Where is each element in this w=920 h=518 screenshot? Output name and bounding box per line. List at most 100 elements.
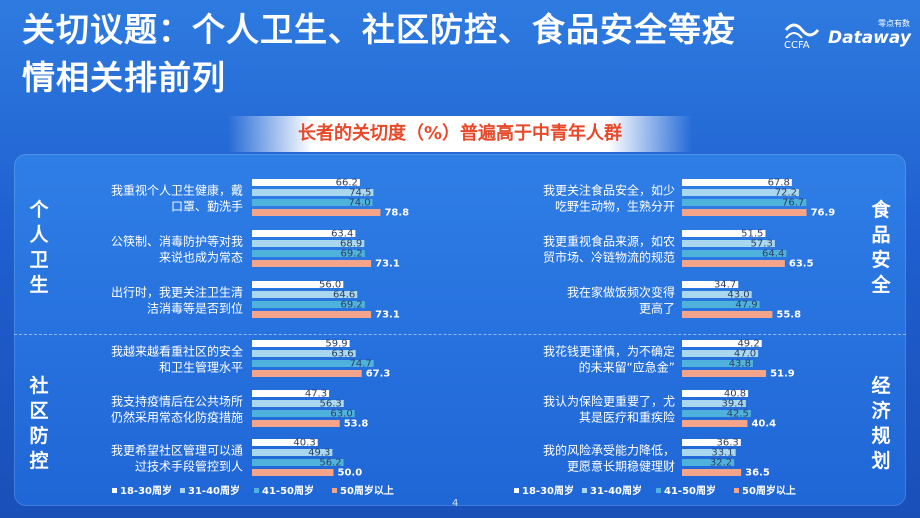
data-label: 49.3	[308, 448, 330, 459]
data-label: 76.9	[811, 208, 836, 219]
category-label: 仍然采用常态化防疫措施	[111, 410, 243, 425]
data-label: 63.0	[330, 409, 352, 420]
category-label: 我更关注食品安全，如少	[543, 183, 675, 198]
legend-label: 41-50周岁	[664, 484, 716, 497]
category-label: 我重视个人卫生健康，戴	[111, 183, 243, 198]
group-label-personal-hygiene: 个人卫生	[29, 199, 49, 296]
category-label: 和卫生管理水平	[159, 360, 243, 375]
data-label: 59.9	[325, 339, 347, 350]
headline-banner: 长者的关切度（%）普遍高于中青年人群	[228, 116, 692, 152]
data-label: 47.0	[734, 349, 756, 360]
legend-label: 50周岁以上	[742, 484, 796, 497]
data-label: 39.4	[722, 399, 744, 410]
bar-4	[252, 260, 372, 267]
logo-subtitle: 零点有数	[878, 19, 910, 28]
bar-1	[252, 340, 350, 347]
bar-4	[682, 469, 742, 476]
data-label: 68.9	[340, 239, 362, 250]
legend-swatch	[734, 488, 739, 493]
legend-swatch	[254, 488, 259, 493]
data-label: 78.8	[384, 208, 409, 219]
data-label: 49.2	[737, 339, 759, 350]
bar-2	[252, 291, 358, 298]
bar-4	[682, 260, 785, 267]
data-label: 43.0	[727, 290, 749, 301]
bar-1	[682, 439, 741, 446]
data-label: 66.2	[336, 178, 358, 189]
bar-4	[252, 420, 340, 427]
bar-2	[682, 350, 759, 357]
data-label: 57.3	[751, 239, 773, 250]
page-number: 4	[452, 498, 459, 509]
data-label: 55.8	[776, 310, 801, 321]
bar-4	[682, 311, 773, 318]
bar-1	[252, 179, 360, 186]
category-label: 我花钱更谨慎，为不确定	[543, 344, 675, 359]
data-label: 47.9	[735, 300, 757, 311]
data-label: 42.5	[727, 409, 749, 420]
data-label: 56.0	[319, 280, 341, 291]
bar-3	[682, 410, 751, 417]
bar-3	[682, 360, 753, 367]
data-label: 69.2	[341, 300, 363, 311]
category-label: 的未来留“应急金”	[579, 360, 675, 375]
bar-1	[682, 230, 766, 237]
data-label: 76.7	[782, 198, 804, 209]
logo-ccfa-text: CCFA	[784, 40, 810, 51]
bar-2	[252, 189, 374, 196]
bar-4	[682, 420, 748, 427]
bar-2	[682, 240, 775, 247]
bar-4	[252, 311, 372, 318]
category-label: 公筷制、消毒防护等对我	[111, 234, 243, 249]
bar-1	[682, 281, 739, 288]
data-label: 36.3	[717, 438, 739, 449]
category-label: 我认为保险更重要了，尤	[543, 394, 675, 409]
legend-swatch	[180, 488, 185, 493]
bar-2	[252, 350, 356, 357]
data-label: 69.2	[341, 249, 363, 260]
group-label-community-control: 社区防控	[29, 375, 49, 472]
bar-4	[682, 370, 767, 377]
data-label: 47.3	[305, 389, 327, 400]
bar-1	[682, 340, 762, 347]
bar-2	[252, 449, 333, 456]
legend-swatch	[656, 488, 661, 493]
data-label: 74.7	[349, 359, 371, 370]
bar-2	[252, 240, 365, 247]
data-label: 73.1	[375, 259, 400, 270]
category-label: 贸市场、冷链物流的规范	[543, 250, 675, 265]
category-label: 我更重视食品来源，如农	[543, 234, 675, 249]
bar-1	[682, 179, 792, 186]
data-label: 73.1	[375, 310, 400, 321]
category-label: 口罩、勤洗手	[171, 200, 243, 214]
bar-4	[252, 209, 381, 216]
bar-1	[682, 390, 749, 397]
bar-4	[252, 469, 334, 476]
data-label: 63.5	[789, 259, 814, 270]
bar-3	[252, 459, 344, 466]
data-label: 40.8	[724, 389, 746, 400]
category-label: 我在家做饭频次变得	[567, 285, 675, 300]
bar-3	[682, 250, 787, 257]
bar-1	[252, 230, 356, 237]
data-label: 40.4	[751, 419, 776, 430]
data-label: 34.7	[714, 280, 736, 291]
data-label: 67.3	[366, 369, 391, 380]
bar-3	[682, 301, 760, 308]
legend-label: 18-30周岁	[120, 484, 172, 497]
data-label: 56.3	[320, 399, 342, 410]
legend-swatch	[514, 488, 519, 493]
category-label: 我支持疫情后在公共场所	[111, 394, 243, 409]
category-label: 过技术手段管控到人	[135, 459, 243, 474]
legend-swatch	[582, 488, 587, 493]
data-label: 33.1	[711, 448, 733, 459]
category-label: 我更希望社区管理可以通	[111, 443, 243, 458]
bar-3	[682, 199, 807, 206]
ccfa-logo-icon	[784, 23, 820, 39]
data-label: 51.5	[741, 229, 763, 240]
category-label: 出行时，我更关注卫生清	[111, 285, 243, 300]
bar-1	[252, 439, 318, 446]
data-label: 74.5	[349, 188, 371, 199]
legend-label: 31-40周岁	[590, 484, 642, 497]
